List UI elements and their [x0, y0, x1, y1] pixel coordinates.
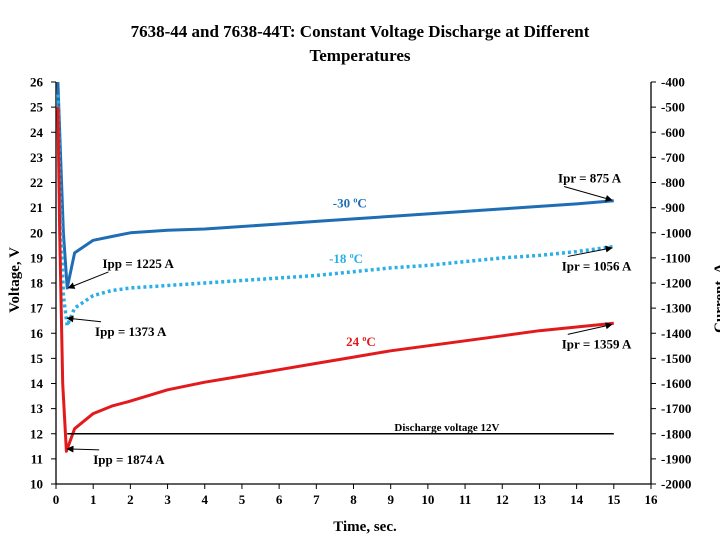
x-tick-label: 4 — [202, 492, 209, 507]
y2-tick-label: -1400 — [661, 326, 691, 341]
y-tick-label: 16 — [30, 326, 44, 341]
y2-tick-label: -1700 — [661, 401, 691, 416]
x-axis-label: Time, sec. — [333, 519, 397, 535]
series-line-2 — [56, 107, 614, 453]
annotation-arrow — [567, 322, 613, 335]
y2-tick-label: -1300 — [661, 301, 691, 316]
y2-tick-label: -700 — [661, 150, 685, 165]
y-tick-label: 10 — [30, 477, 43, 492]
y-tick-label: 15 — [30, 351, 44, 366]
annotation-arrow — [567, 245, 613, 257]
y-tick-label: 20 — [30, 225, 43, 240]
annotation-arrow — [67, 271, 109, 289]
annotation-label: Ipr = 875 A — [558, 171, 622, 186]
x-tick-label: 15 — [607, 492, 621, 507]
annotation-arrow — [563, 186, 613, 202]
x-tick-label: 0 — [53, 492, 60, 507]
x-tick-label: 11 — [459, 492, 471, 507]
x-tick-label: 5 — [239, 492, 246, 507]
annotation-label: Discharge voltage 12V — [394, 422, 499, 434]
y2-tick-label: -1000 — [661, 225, 691, 240]
y-tick-label: 25 — [30, 100, 44, 115]
annotation-arrow — [66, 445, 100, 453]
y-tick-label: 14 — [30, 376, 44, 391]
x-tick-label: 10 — [421, 492, 434, 507]
annotation-label: 24 oC — [346, 334, 376, 349]
y-tick-label: 22 — [30, 175, 43, 190]
y-tick-label: 13 — [30, 401, 44, 416]
x-tick-label: 9 — [387, 492, 394, 507]
y2-tick-label: -800 — [661, 175, 685, 190]
y-tick-label: 11 — [31, 451, 43, 466]
annotation-label: -18 oC — [329, 251, 363, 266]
x-tick-label: 12 — [496, 492, 509, 507]
chart-title-line1: 7638-44 and 7638-44T: Constant Voltage D… — [130, 22, 590, 41]
x-tick-label: 7 — [313, 492, 320, 507]
y-tick-label: 17 — [30, 301, 44, 316]
y-tick-label: 26 — [30, 75, 44, 90]
x-tick-label: 3 — [164, 492, 171, 507]
annotation-label: Ipp = 1373 A — [95, 324, 167, 339]
y-axis-label-left: Voltage, V — [7, 247, 23, 313]
annotation-arrow — [66, 315, 102, 323]
annotation-label: Ipp = 1225 A — [102, 256, 174, 271]
y-tick-label: 19 — [30, 250, 44, 265]
series-line-0 — [56, 81, 614, 290]
y-tick-label: 21 — [30, 200, 43, 215]
x-tick-label: 2 — [127, 492, 134, 507]
x-tick-label: 8 — [350, 492, 357, 507]
y2-tick-label: -1200 — [661, 276, 691, 291]
y2-tick-label: -400 — [661, 75, 685, 90]
y-tick-label: 18 — [30, 276, 44, 291]
x-tick-label: 1 — [90, 492, 97, 507]
y2-tick-label: -1600 — [661, 376, 691, 391]
chart-title-line2: Temperatures — [309, 46, 411, 65]
y-tick-label: 23 — [30, 150, 44, 165]
y2-tick-label: -500 — [661, 100, 685, 115]
series-line-1 — [56, 94, 615, 328]
x-tick-label: 13 — [533, 492, 547, 507]
annotation-label: Ipr = 1056 A — [562, 258, 632, 273]
y2-tick-label: -600 — [661, 125, 685, 140]
y2-tick-label: -1900 — [661, 451, 691, 466]
annotation-label: -30 oC — [333, 196, 367, 211]
x-tick-label: 6 — [276, 492, 283, 507]
y2-tick-label: -1800 — [661, 426, 691, 441]
y2-tick-label: -2000 — [661, 477, 691, 492]
y-tick-label: 24 — [30, 125, 44, 140]
y2-tick-label: -1500 — [661, 351, 691, 366]
y2-tick-label: -1100 — [661, 250, 691, 265]
y-axis-label-right: Current, A — [712, 263, 720, 333]
y2-tick-label: -900 — [661, 200, 685, 215]
annotation-label: Ipr = 1359 A — [562, 336, 632, 351]
x-tick-label: 16 — [645, 492, 659, 507]
annotation-label: Ipp = 1874 A — [93, 452, 165, 467]
x-tick-label: 14 — [570, 492, 584, 507]
y-tick-label: 12 — [30, 426, 43, 441]
